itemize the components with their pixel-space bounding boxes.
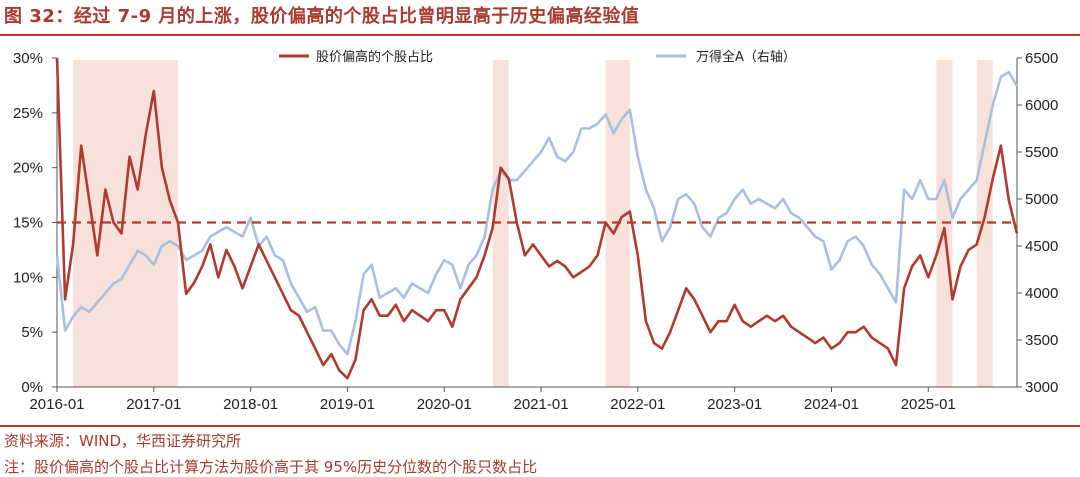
source-note: 资料来源：WIND，华西证券研究所: [4, 432, 242, 450]
series-line-wind-a: [55, 70, 1019, 356]
right-tick-label: 3500: [1025, 332, 1058, 349]
series-line-high-price-ratio: [55, 57, 1019, 380]
footer-divider: [0, 425, 1080, 427]
left-tick-label: 0%: [21, 379, 43, 396]
x-tick-label: 2022-01: [610, 396, 665, 413]
x-tick-label: 2021-01: [514, 396, 569, 413]
left-tick-label: 20%: [13, 160, 43, 177]
right-tick-label: 3000: [1025, 379, 1058, 396]
x-tick-label: 2023-01: [707, 396, 762, 413]
right-tick-label: 6500: [1025, 50, 1058, 67]
x-tick-label: 2020-01: [417, 396, 472, 413]
x-tick-label: 2017-01: [126, 396, 181, 413]
x-tick-label: 2016-01: [29, 396, 84, 413]
x-tick-label: 2019-01: [320, 396, 375, 413]
shaded-periods: [73, 60, 993, 387]
legend-label-wind-a: 万得全A（右轴）: [696, 49, 796, 65]
axis-ticks: 0% 5% 10% 15% 20% 25% 30% 3000 3500 4000 4500 5000 5…: [13, 50, 1058, 413]
right-tick-label: 6000: [1025, 97, 1058, 114]
method-note: 注：股价偏高的个股占比计算方法为股价高于其 95%历史分位数的个股只数占比: [4, 458, 538, 476]
shaded-period-5: [976, 60, 993, 387]
left-tick-label: 5%: [21, 324, 43, 341]
right-tick-label: 4000: [1025, 285, 1058, 302]
page-title: 图 32：经过 7-9 月的上涨，股价偏高的个股占比曾明显高于历史偏高经验值: [4, 6, 640, 27]
x-tick-label: 2025-01: [901, 396, 956, 413]
left-tick-label: 10%: [13, 269, 43, 286]
right-tick-label: 5000: [1025, 191, 1058, 208]
left-tick-label: 30%: [13, 50, 43, 67]
x-tick-label: 2024-01: [804, 396, 859, 413]
legend: 股价偏高的个股占比 万得全A（右轴）: [279, 49, 796, 65]
left-tick-label: 25%: [13, 105, 43, 122]
right-tick-label: 4500: [1025, 238, 1058, 255]
left-tick-label: 15%: [13, 215, 43, 232]
chart-canvas: 0% 5% 10% 15% 20% 25% 30% 3000 3500 4000 4500 5000 5…: [13, 49, 1058, 413]
title-divider: [0, 34, 1080, 36]
right-tick-label: 5500: [1025, 144, 1058, 161]
x-tick-label: 2018-01: [223, 396, 278, 413]
legend-label-high-price-ratio: 股价偏高的个股占比: [316, 49, 433, 65]
